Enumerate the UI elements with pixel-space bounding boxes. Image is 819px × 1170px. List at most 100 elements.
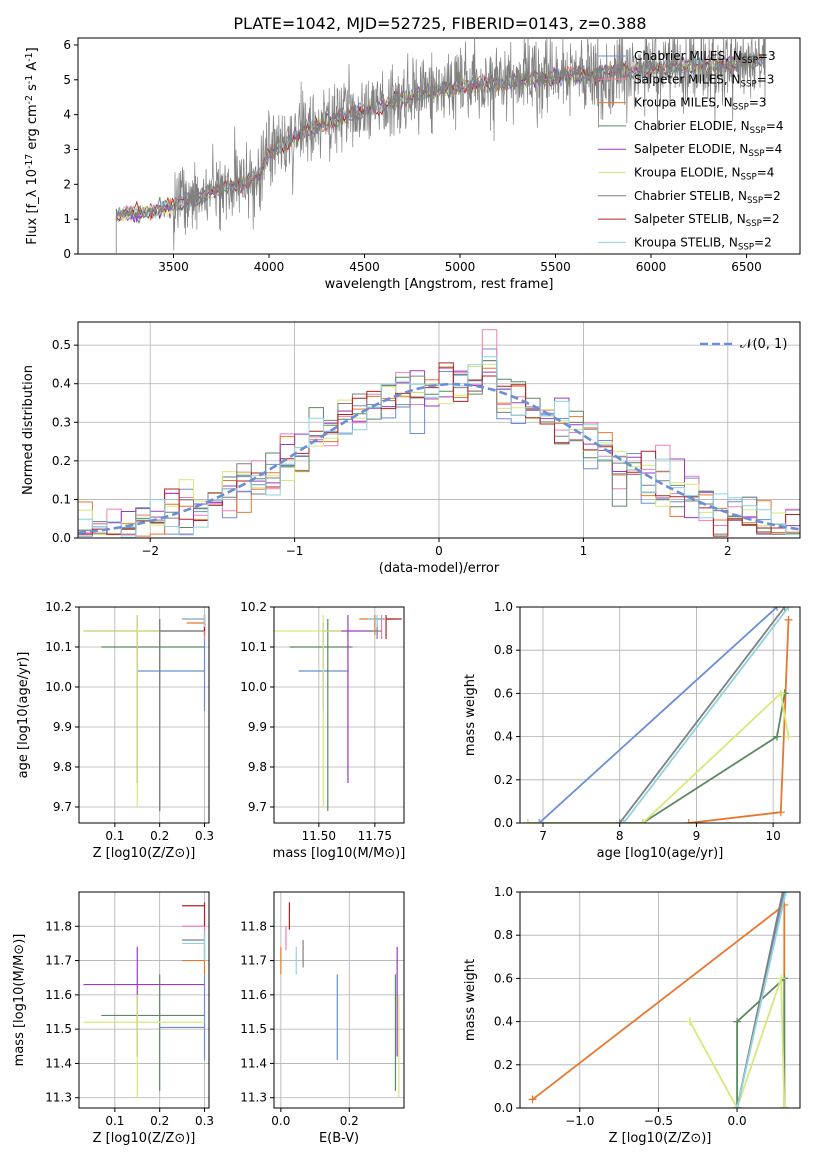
axes-frame bbox=[519, 891, 801, 1109]
x-tick-label: −1.0 bbox=[565, 1114, 594, 1128]
weight-line-kroupa_elodie bbox=[689, 978, 786, 1108]
mass_vs_z-axes: 0.1 0.2 0.3 11.3 11.4 11.5 11.6 11.7 11.8 Z [log1… bbox=[12, 891, 214, 1146]
x-axis-label: Z [log10(Z/Z⊙)] bbox=[93, 846, 196, 861]
y-tick-label: 0 bbox=[63, 247, 71, 261]
y-tick-label: 11.7 bbox=[240, 954, 267, 968]
legend-label-kroupa_miles: Kroupa MILES, NSSP=3 bbox=[634, 96, 767, 113]
weight-line-chabrier_elodie bbox=[527, 693, 786, 823]
x-tick-label: 0.3 bbox=[195, 829, 214, 843]
y-tick-label: 10.2 bbox=[240, 600, 267, 614]
y-tick-label: 9.7 bbox=[53, 800, 72, 814]
x-tick-label: 0.0 bbox=[271, 1114, 290, 1128]
weight-line-chabrier_miles bbox=[538, 607, 778, 823]
y-tick-label: 11.6 bbox=[240, 988, 267, 1002]
x-axis-label: (data-model)/error bbox=[379, 561, 500, 576]
legend-label-kroupa_elodie: Kroupa ELODIE, NSSP=4 bbox=[634, 166, 774, 183]
x-tick-label: 2 bbox=[724, 544, 732, 558]
axes-frame bbox=[273, 606, 405, 824]
y-axis-label: mass [log10(M/M⊙)] bbox=[12, 934, 27, 1067]
x-tick-label: 0.2 bbox=[150, 829, 169, 843]
legend-label-chabrier_stelib: Chabrier STELIB, NSSP=2 bbox=[634, 189, 781, 206]
y-tick-label: 11.4 bbox=[45, 1056, 72, 1070]
y-tick-label: 10.1 bbox=[45, 640, 72, 654]
axes-frame bbox=[519, 606, 801, 824]
plot-area bbox=[78, 329, 800, 538]
y-tick-label: 3 bbox=[63, 142, 71, 156]
axes-frame bbox=[78, 606, 210, 824]
weight-marker-kroupa_elodie bbox=[784, 732, 793, 741]
age_vs_mass-axes: 11.50 11.75 9.7 9.8 9.9 10.0 10.1 10.2 mass [log… bbox=[240, 600, 405, 861]
x-tick-label: 4000 bbox=[254, 260, 285, 274]
y-tick-label: 10.2 bbox=[45, 600, 72, 614]
mass_vs_ebv-axes: 0.0 0.2 11.3 11.4 11.5 11.6 11.7 11.8 E(B-V) bbox=[240, 891, 405, 1146]
x-tick-label: 11.50 bbox=[302, 829, 336, 843]
histogram-kroupa_stelib bbox=[78, 356, 800, 538]
y-tick-label: 9.7 bbox=[248, 800, 267, 814]
x-tick-label: 5500 bbox=[540, 260, 571, 274]
x-tick-label: 6000 bbox=[636, 260, 667, 274]
legend-label-normal: 𝒩(0, 1) bbox=[740, 337, 787, 352]
y-tick-label: 4 bbox=[63, 108, 71, 122]
y-tick-label: 0.0 bbox=[494, 1101, 513, 1115]
y-tick-label: 0.8 bbox=[494, 643, 513, 657]
weight-marker-kroupa_stelib bbox=[733, 1104, 742, 1108]
axes-frame bbox=[77, 37, 801, 255]
x-tick-label: −0.5 bbox=[644, 1114, 673, 1128]
y-axis-label: mass weight bbox=[463, 959, 478, 1041]
x-tick-label: 3500 bbox=[158, 260, 189, 274]
weight-marker-kroupa_elodie bbox=[776, 689, 785, 698]
weight-marker-kroupa_miles bbox=[684, 819, 693, 823]
axes-frame bbox=[78, 891, 210, 1109]
y-tick-label: 0.1 bbox=[52, 492, 71, 506]
y-tick-label: 11.5 bbox=[45, 1022, 72, 1036]
y-tick-label: 0.0 bbox=[52, 531, 71, 545]
y-tick-label: 1.0 bbox=[494, 600, 513, 614]
legend-label-kroupa_stelib: Kroupa STELIB, NSSP=2 bbox=[634, 235, 772, 252]
plot-area bbox=[523, 607, 793, 823]
plot-area bbox=[528, 892, 790, 1108]
x-tick-label: 0.0 bbox=[728, 1114, 747, 1128]
observed-spectrum-line bbox=[115, 38, 766, 251]
x-axis-label: E(B-V) bbox=[319, 1131, 359, 1146]
y-tick-label: 10.0 bbox=[240, 680, 267, 694]
plot-area bbox=[274, 615, 402, 811]
y-tick-label: 11.6 bbox=[45, 988, 72, 1002]
weight-marker-kroupa_stelib bbox=[781, 892, 790, 896]
weight-line-chabrier_stelib bbox=[618, 607, 786, 823]
weight-marker-kroupa_miles bbox=[784, 615, 793, 624]
plot-area bbox=[280, 902, 400, 1098]
x-tick-label: −2 bbox=[141, 544, 159, 558]
x-tick-label: 8 bbox=[616, 829, 624, 843]
x-tick-label: 0.3 bbox=[195, 1114, 214, 1128]
x-axis-label: wavelength [Angstrom, rest frame] bbox=[325, 277, 554, 292]
weight-marker-kroupa_elodie bbox=[685, 1017, 694, 1026]
y-tick-label: 10.0 bbox=[45, 680, 72, 694]
y-tick-label: 0.2 bbox=[494, 773, 513, 787]
weight-marker-chabrier_stelib bbox=[778, 892, 787, 896]
weight-marker-kroupa_miles bbox=[776, 808, 785, 817]
weight-marker-kroupa_stelib bbox=[619, 819, 628, 823]
x-tick-label: 4500 bbox=[349, 260, 380, 274]
x-tick-label: 5000 bbox=[445, 260, 476, 274]
normal-curve bbox=[78, 382, 800, 535]
y-tick-label: 9.9 bbox=[53, 720, 72, 734]
y-tick-label: 11.8 bbox=[240, 919, 267, 933]
x-tick-label: 6500 bbox=[731, 260, 762, 274]
y-tick-label: 0.2 bbox=[494, 1058, 513, 1072]
weight-marker-chabrier_elodie bbox=[733, 1017, 742, 1026]
y-tick-label: 0.4 bbox=[52, 377, 71, 391]
weight-marker-chabrier_miles bbox=[780, 892, 789, 896]
weight-line-kroupa_stelib bbox=[736, 892, 787, 1108]
axes-frame bbox=[273, 891, 405, 1109]
legend-label-chabrier_miles: Chabrier MILES, NSSP=3 bbox=[634, 49, 776, 66]
legend-label-chabrier_elodie: Chabrier ELODIE, NSSP=4 bbox=[634, 119, 783, 136]
y-axis-label: Flux [f_λ 10-17 erg cm-2 s-1 A-1] bbox=[24, 47, 40, 244]
y-tick-label: 0.2 bbox=[52, 454, 71, 468]
weight-marker-kroupa_stelib bbox=[784, 607, 793, 611]
mass_weight_vs_z-axes: −1.0 −0.5 0.0 0.0 0.2 0.4 0.6 0.8 1.0 Z [log10(Z/… bbox=[463, 885, 801, 1146]
y-tick-label: 2 bbox=[63, 177, 71, 191]
mass_weight_vs_age-axes: 7 8 9 10 0.0 0.2 0.4 0.6 0.8 1.0 age [log10(age/yr… bbox=[463, 600, 801, 861]
x-tick-label: 0.1 bbox=[105, 1114, 124, 1128]
weight-marker-kroupa_elodie bbox=[777, 974, 786, 983]
